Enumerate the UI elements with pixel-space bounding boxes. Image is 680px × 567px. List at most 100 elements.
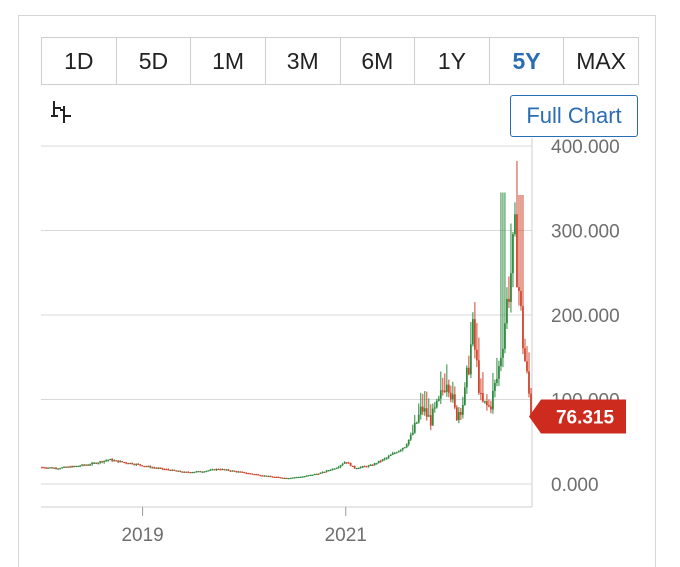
candle-body [496, 378, 498, 383]
candle-body [516, 214, 518, 288]
candle-body [341, 463, 344, 466]
candle-body [87, 464, 89, 466]
candle-body [520, 290, 522, 307]
candle-body [522, 306, 524, 349]
chart-panel [18, 15, 656, 567]
candle-body [449, 392, 452, 400]
candle-body [55, 467, 57, 469]
y-tick-label: 300.000 [551, 222, 620, 243]
candle-body [113, 460, 116, 462]
candle-body [291, 477, 294, 479]
candle-body [215, 468, 218, 471]
tab-5y[interactable]: 5Y [490, 38, 565, 84]
candlestick-tool-icon[interactable] [49, 98, 77, 126]
full-chart-button[interactable]: Full Chart [510, 95, 638, 137]
candle-body [179, 470, 182, 472]
candle-body [233, 470, 236, 472]
candle-body [283, 477, 286, 480]
candle-body [488, 405, 490, 407]
candle-body [317, 473, 320, 475]
candle-body [271, 476, 274, 478]
candle-body [139, 464, 142, 466]
candle-body [119, 461, 122, 463]
candle-body [197, 471, 200, 473]
candle-body [207, 470, 210, 472]
candles [41, 160, 532, 480]
candle-body [333, 468, 336, 470]
tab-5d[interactable]: 5D [117, 38, 192, 84]
candle-body [75, 465, 77, 468]
candle-body [425, 408, 428, 417]
candle-body [173, 469, 176, 471]
candle-body [439, 390, 442, 399]
candle-body [526, 361, 528, 372]
candle-body [105, 460, 108, 462]
candle-body [41, 467, 43, 469]
candle-body [508, 298, 510, 302]
candle-body [127, 462, 130, 465]
candle-body [383, 458, 386, 460]
candle-body [205, 470, 208, 473]
tab-6m[interactable]: 6M [341, 38, 416, 84]
candle-body [431, 408, 434, 426]
candle-body [203, 471, 206, 473]
candle-body [465, 367, 468, 388]
tab-3m[interactable]: 3M [266, 38, 341, 84]
candle-body [131, 462, 134, 465]
candle-body [311, 474, 314, 476]
y-tick-label: 200.000 [551, 306, 620, 327]
candle-body [345, 462, 348, 464]
candle-body [269, 475, 272, 478]
candle-body [359, 466, 362, 469]
candle-body [211, 469, 214, 471]
x-tick-label: 2019 [121, 525, 163, 546]
tab-1d[interactable]: 1D [42, 38, 117, 84]
candle-body [427, 415, 430, 417]
candle-body [159, 467, 162, 470]
candle-body [367, 465, 370, 467]
candle-body [137, 463, 140, 465]
candle-body [53, 467, 55, 469]
candle-body [73, 465, 75, 468]
candle-body [441, 390, 444, 392]
candle-body [59, 468, 61, 470]
candle-body [153, 467, 156, 469]
tab-max[interactable]: MAX [576, 47, 627, 74]
candle-body [377, 460, 380, 464]
candle-body [253, 473, 256, 476]
candle-body [482, 393, 484, 402]
candle-body [461, 404, 464, 415]
candle-body [391, 453, 394, 455]
last-price-badge-shape [529, 399, 626, 434]
candle-body [165, 469, 168, 471]
candle-body [223, 468, 226, 471]
candle-body [512, 234, 514, 274]
candle-body [45, 467, 47, 469]
candle-body [530, 393, 532, 416]
candle-body [65, 466, 67, 468]
candle-body [83, 464, 85, 466]
candle-body [201, 471, 204, 473]
candle-body [185, 471, 188, 473]
candle-body [85, 464, 87, 466]
candle-body [393, 452, 396, 454]
candle-body [277, 476, 280, 479]
candle-body [243, 471, 246, 474]
candle-body [357, 467, 360, 470]
candle-body [209, 469, 212, 471]
candle-body [289, 477, 292, 480]
tab-1m[interactable]: 1M [191, 38, 266, 84]
candle-body [135, 463, 138, 465]
candle-body [227, 469, 230, 471]
candle-body [257, 474, 260, 476]
tab-1y[interactable]: 1Y [415, 38, 490, 84]
candle-body [97, 462, 100, 464]
candle-body [61, 467, 63, 469]
candle-body [301, 476, 304, 478]
candle-body [177, 470, 180, 472]
candle-body [379, 460, 382, 463]
candle-body [353, 465, 356, 469]
candle-body [455, 407, 458, 421]
candle-body [261, 475, 264, 477]
